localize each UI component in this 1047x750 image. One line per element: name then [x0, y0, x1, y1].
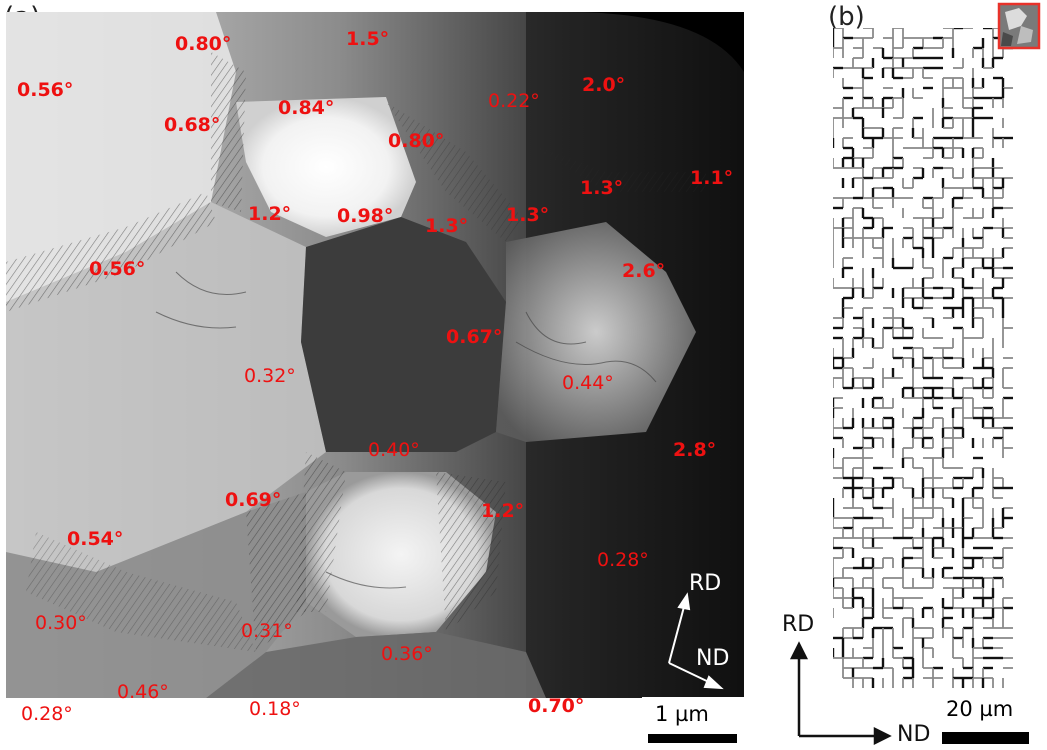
- misorientation-label: 0.67°: [446, 326, 503, 348]
- micrograph-image: [6, 12, 744, 698]
- misorientation-label: 0.28°: [597, 549, 649, 571]
- misorientation-label: 0.32°: [244, 365, 296, 387]
- misorientation-label: 0.31°: [241, 620, 293, 642]
- orientation-triad-a: [668, 592, 724, 690]
- misorientation-label: 1.5°: [346, 28, 390, 50]
- misorientation-label: 0.80°: [388, 130, 445, 152]
- scale-bar-a: [648, 734, 737, 743]
- inset-thumbnail: [997, 2, 1041, 50]
- misorientation-label: 2.0°: [582, 74, 626, 96]
- misorientation-label: 0.80°: [175, 33, 232, 55]
- misorientation-label: 1.2°: [248, 203, 292, 225]
- misorientation-label: 0.40°: [368, 439, 420, 461]
- misorientation-label: 0.69°: [225, 489, 282, 511]
- misorientation-label: 0.46°: [117, 681, 169, 703]
- boundary-grid: [833, 28, 1013, 688]
- rd-axis-label: RD: [689, 571, 722, 596]
- misorientation-label: 1.3°: [580, 177, 624, 199]
- misorientation-label: 0.18°: [249, 698, 301, 720]
- misorientation-label: 0.56°: [17, 79, 74, 101]
- misorientation-label: 0.98°: [337, 205, 394, 227]
- misorientation-label: 0.68°: [164, 114, 221, 136]
- misorientation-label: 0.44°: [562, 372, 614, 394]
- misorientation-label: 0.54°: [67, 528, 124, 550]
- misorientation-label: 0.28°: [21, 703, 73, 725]
- misorientation-label: 1.2°: [481, 500, 525, 522]
- misorientation-label: 1.3°: [506, 204, 550, 226]
- tem-micrograph: [6, 12, 744, 698]
- nd-axis-label-b: ND: [897, 722, 931, 747]
- misorientation-label: 0.56°: [89, 258, 146, 280]
- misorientation-label: 1.3°: [425, 215, 469, 237]
- misorientation-label: 2.6°: [622, 260, 666, 282]
- misorientation-label: 0.30°: [35, 612, 87, 634]
- misorientation-label: 1.1°: [690, 167, 734, 189]
- misorientation-label: 2.8°: [673, 439, 717, 461]
- rd-axis-label-b: RD: [782, 612, 815, 637]
- nd-axis-label: ND: [696, 646, 730, 671]
- scale-bar-label-a: 1 µm: [655, 702, 709, 726]
- panel-b-label: (b): [828, 2, 865, 32]
- orientation-triad-b: [789, 641, 892, 746]
- ebsd-boundary-map: [833, 28, 1018, 690]
- scale-bar-b: [942, 732, 1029, 744]
- misorientation-label: 0.84°: [278, 97, 335, 119]
- scale-bar-label-b: 20 µm: [946, 697, 1014, 721]
- misorientation-label: 0.70°: [528, 695, 585, 717]
- misorientation-label: 0.22°: [488, 90, 540, 112]
- misorientation-label: 0.36°: [381, 643, 433, 665]
